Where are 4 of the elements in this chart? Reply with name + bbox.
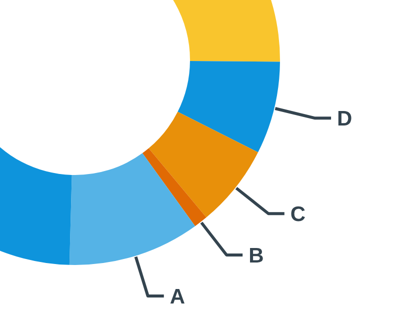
slice-label: C — [290, 203, 306, 226]
slice-label: B — [248, 244, 264, 268]
slice-label: D — [337, 108, 352, 131]
slice-label: A — [170, 286, 186, 309]
